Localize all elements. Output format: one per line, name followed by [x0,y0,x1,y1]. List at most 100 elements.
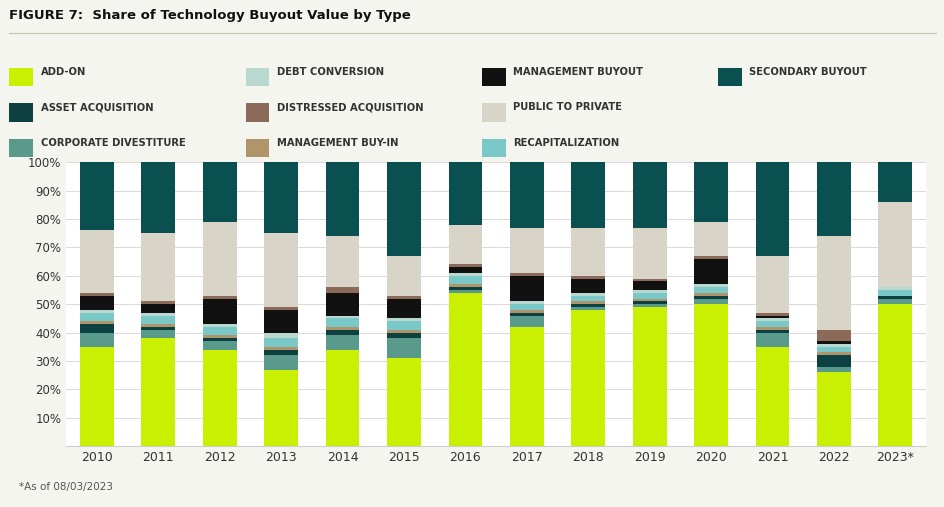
Bar [510,273,543,276]
Bar [632,290,666,293]
Bar [264,347,297,350]
Bar [80,310,113,313]
Bar [326,287,359,293]
Bar [80,293,113,296]
Bar [755,256,788,313]
Bar [632,299,666,301]
Bar [878,162,911,202]
Bar [142,301,175,304]
Bar [632,307,666,446]
Bar [203,327,236,336]
Bar [571,310,604,446]
Bar [80,230,113,293]
Bar [878,296,911,299]
Bar [632,228,666,279]
Bar [448,284,481,287]
Bar [817,367,850,372]
Bar [203,299,236,324]
Text: *As of 08/03/2023: *As of 08/03/2023 [19,482,112,492]
Bar [510,301,543,304]
Text: PUBLIC TO PRIVATE: PUBLIC TO PRIVATE [513,102,621,113]
Text: DISTRESSED ACQUISITION: DISTRESSED ACQUISITION [277,102,423,113]
Bar [817,341,850,344]
Bar [571,162,604,228]
Bar [817,372,850,446]
Bar [694,259,727,284]
Bar [448,225,481,265]
FancyBboxPatch shape [481,139,505,157]
Bar [694,256,727,259]
Bar [817,355,850,367]
Bar [80,296,113,310]
Bar [817,344,850,347]
Bar [264,355,297,370]
Bar [694,299,727,304]
Bar [448,162,481,225]
Bar [142,315,175,324]
FancyBboxPatch shape [245,103,269,122]
Bar [387,299,420,318]
Text: RECAPITALIZATION: RECAPITALIZATION [513,138,618,148]
Bar [142,324,175,327]
Bar [510,313,543,315]
Bar [387,330,420,333]
FancyBboxPatch shape [9,139,33,157]
Bar [142,338,175,446]
Bar [264,338,297,347]
Bar [387,338,420,358]
Bar [571,293,604,296]
Bar [264,310,297,333]
Bar [80,347,113,446]
Bar [264,370,297,446]
FancyBboxPatch shape [481,68,505,86]
Bar [694,293,727,296]
Bar [203,336,236,338]
Bar [878,299,911,304]
Bar [694,304,727,446]
Bar [448,276,481,284]
Bar [755,333,788,347]
Bar [203,338,236,341]
Bar [510,315,543,327]
Text: CORPORATE DIVESTITURE: CORPORATE DIVESTITURE [41,138,185,148]
Bar [817,352,850,355]
Bar [571,301,604,304]
Bar [510,228,543,273]
Bar [448,273,481,276]
Text: MANAGEMENT BUYOUT: MANAGEMENT BUYOUT [513,67,643,77]
Bar [755,321,788,327]
Bar [510,304,543,310]
Bar [755,327,788,330]
Bar [264,333,297,338]
FancyBboxPatch shape [9,68,33,86]
Bar [878,202,911,287]
Bar [755,330,788,333]
Text: DEBT CONVERSION: DEBT CONVERSION [277,67,383,77]
Bar [510,162,543,228]
Bar [755,347,788,446]
Bar [203,341,236,350]
Bar [694,284,727,287]
Bar [755,315,788,318]
Bar [817,330,850,341]
Bar [632,162,666,228]
Bar [694,287,727,293]
Bar [571,279,604,293]
Bar [387,321,420,330]
Bar [80,321,113,324]
Bar [694,296,727,299]
Text: MANAGEMENT BUY-IN: MANAGEMENT BUY-IN [277,138,398,148]
Bar [80,324,113,333]
Bar [571,307,604,310]
Bar [387,333,420,338]
Bar [632,293,666,299]
Bar [203,222,236,296]
Bar [264,350,297,355]
Bar [326,293,359,315]
Bar [510,276,543,301]
Bar [817,236,850,330]
Bar [755,313,788,315]
Bar [203,324,236,327]
Bar [326,315,359,318]
Bar [80,162,113,230]
